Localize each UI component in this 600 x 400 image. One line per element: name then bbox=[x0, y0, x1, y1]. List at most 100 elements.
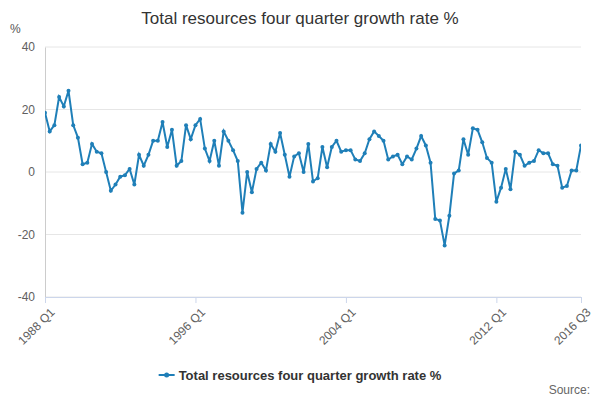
point bbox=[222, 129, 226, 133]
point bbox=[537, 148, 541, 152]
point bbox=[480, 140, 484, 144]
point bbox=[405, 154, 409, 158]
y-tick-label: 20 bbox=[22, 103, 36, 117]
point bbox=[344, 148, 348, 152]
point bbox=[71, 123, 75, 127]
point bbox=[81, 162, 85, 166]
x-tick-mark bbox=[581, 297, 582, 303]
point bbox=[546, 151, 550, 155]
point bbox=[372, 129, 376, 133]
point bbox=[245, 170, 249, 174]
y-tick-label: -40 bbox=[18, 290, 36, 304]
point bbox=[400, 162, 404, 166]
legend-label: Total resources four quarter growth rate… bbox=[179, 368, 442, 383]
point bbox=[443, 243, 447, 247]
point bbox=[358, 159, 362, 163]
point bbox=[48, 129, 52, 133]
point bbox=[330, 145, 334, 149]
point bbox=[240, 211, 244, 215]
point bbox=[278, 131, 282, 135]
point bbox=[212, 139, 216, 143]
x-tick-mark bbox=[195, 297, 196, 303]
point bbox=[231, 148, 235, 152]
point bbox=[424, 143, 428, 147]
x-tick-label: 2012 Q1 bbox=[467, 305, 510, 348]
point bbox=[570, 168, 574, 172]
point bbox=[217, 164, 221, 168]
point bbox=[560, 186, 564, 190]
point bbox=[142, 164, 146, 168]
point bbox=[236, 159, 240, 163]
point bbox=[574, 168, 578, 172]
x-tick: 1996 Q1 bbox=[166, 297, 209, 348]
point bbox=[128, 167, 132, 171]
point bbox=[532, 159, 536, 163]
point bbox=[203, 147, 207, 151]
point bbox=[45, 111, 47, 115]
point bbox=[353, 158, 357, 162]
point bbox=[189, 137, 193, 141]
grid-line bbox=[45, 47, 581, 48]
point bbox=[269, 142, 273, 146]
point bbox=[316, 176, 320, 180]
point bbox=[438, 218, 442, 222]
point bbox=[259, 161, 263, 165]
x-tick: 2004 Q1 bbox=[316, 297, 359, 348]
point bbox=[264, 168, 268, 172]
point bbox=[527, 161, 531, 165]
point bbox=[165, 145, 169, 149]
series-line bbox=[45, 91, 581, 246]
point bbox=[175, 164, 179, 168]
point bbox=[471, 126, 475, 130]
point bbox=[419, 134, 423, 138]
x-tick-label: 2004 Q1 bbox=[316, 305, 359, 348]
point bbox=[156, 139, 160, 143]
point bbox=[551, 162, 555, 166]
legend: Total resources four quarter growth rate… bbox=[159, 368, 442, 383]
point bbox=[132, 183, 136, 187]
point bbox=[349, 148, 353, 152]
point bbox=[335, 139, 339, 143]
y-tick-label: -20 bbox=[18, 228, 36, 242]
chart: Total resources four quarter growth rate… bbox=[0, 0, 600, 400]
x-axis-line bbox=[46, 298, 582, 304]
point bbox=[104, 170, 108, 174]
source: Source: bbox=[549, 383, 590, 397]
y-axis: -40-2002040 bbox=[18, 40, 46, 304]
point bbox=[410, 158, 414, 162]
point bbox=[208, 159, 212, 163]
point bbox=[114, 183, 118, 187]
x-tick: 2012 Q1 bbox=[467, 297, 510, 348]
grid-line bbox=[45, 109, 581, 110]
point bbox=[320, 145, 324, 149]
point bbox=[476, 128, 480, 132]
y-tick-label: 40 bbox=[22, 40, 36, 54]
point bbox=[579, 143, 581, 147]
x-tick: 2016 Q3 bbox=[551, 297, 594, 348]
y-tick: 20 bbox=[22, 103, 45, 117]
point bbox=[518, 153, 522, 157]
point bbox=[494, 200, 498, 204]
point bbox=[292, 154, 296, 158]
point bbox=[184, 123, 188, 127]
point bbox=[161, 120, 165, 124]
point bbox=[250, 190, 254, 194]
point bbox=[414, 147, 418, 151]
point bbox=[90, 142, 94, 146]
point bbox=[466, 153, 470, 157]
point bbox=[67, 89, 71, 93]
point bbox=[339, 150, 343, 154]
point bbox=[198, 117, 202, 121]
x-tick-label: 1996 Q1 bbox=[166, 305, 209, 348]
point bbox=[287, 175, 291, 179]
point bbox=[386, 158, 390, 162]
point bbox=[499, 186, 503, 190]
plot-area bbox=[45, 89, 581, 248]
point bbox=[118, 175, 122, 179]
y-axis-label: % bbox=[10, 22, 21, 36]
point bbox=[283, 153, 287, 157]
point bbox=[508, 187, 512, 191]
point bbox=[490, 161, 494, 165]
point bbox=[396, 153, 400, 157]
point bbox=[306, 142, 310, 146]
